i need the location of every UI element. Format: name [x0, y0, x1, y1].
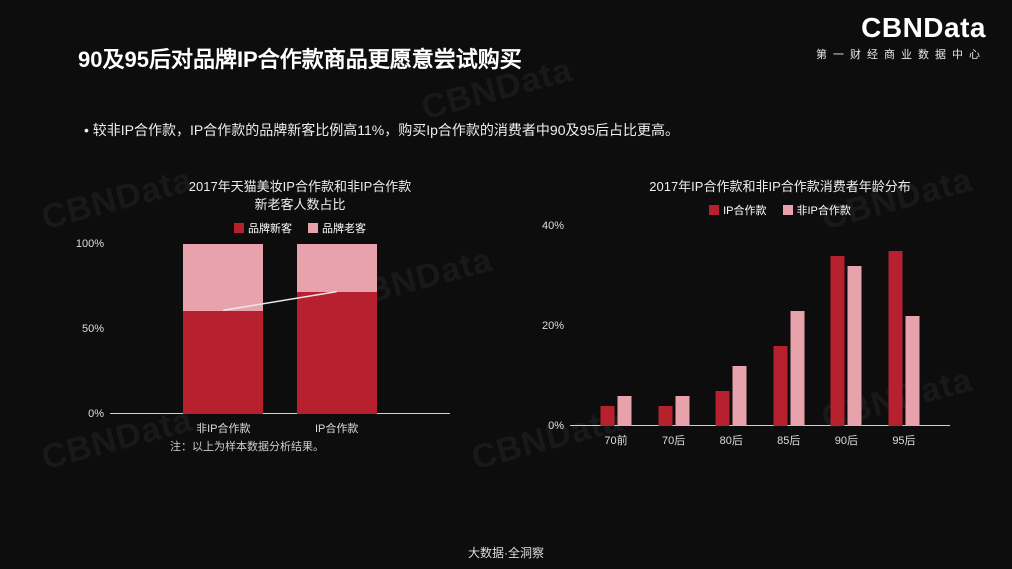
- legend-item: IP合作款: [709, 202, 766, 218]
- x-tick-label: IP合作款: [315, 414, 358, 436]
- y-tick-label: 40%: [542, 220, 570, 232]
- legend-label: 品牌老客: [322, 223, 366, 235]
- y-tick-label: 50%: [82, 323, 110, 335]
- bar-group: [888, 251, 919, 426]
- page-footer: 大数据·全洞察: [0, 544, 1012, 561]
- y-tick-label: 0%: [548, 420, 570, 432]
- bar-non-ip: [733, 366, 747, 426]
- brand-logo: CBNData 第一财经商业数据中心: [816, 14, 986, 62]
- bar-segment-return: [297, 244, 377, 292]
- legend-swatch: [234, 223, 244, 233]
- legend-item: 非IP合作款: [783, 202, 851, 218]
- legend-item: 品牌新客: [234, 220, 292, 236]
- legend-label: 非IP合作款: [797, 205, 851, 217]
- x-tick-label: 非IP合作款: [196, 414, 250, 436]
- chart-age-distribution: 2017年IP合作款和非IP合作款消费者年龄分布 IP合作款 非IP合作款 0%2…: [570, 178, 990, 426]
- x-axis: [110, 413, 450, 414]
- y-tick-label: 0%: [88, 408, 110, 420]
- x-tick-label: 95后: [892, 426, 915, 448]
- bar-group: [658, 396, 689, 426]
- legend-item: 品牌老客: [308, 220, 366, 236]
- bar-group: [601, 396, 632, 426]
- page-title: 90及95后对品牌IP合作款商品更愿意尝试购买: [78, 42, 522, 74]
- chart-footnote: 注：以上为样本数据分析结果。: [170, 438, 324, 454]
- bar-non-ip: [905, 316, 919, 426]
- insight-bullet: 较非IP合作款，IP合作款的品牌新客比例高11%，购买Ip合作款的消费者中90及…: [84, 120, 679, 140]
- legend-swatch: [783, 205, 793, 215]
- stacked-bar: [183, 244, 263, 414]
- y-tick-label: 100%: [76, 238, 110, 250]
- bar-segment-new: [297, 292, 377, 414]
- chart-new-vs-return-customers: 2017年天猫美妆IP合作款和非IP合作款 新老客人数占比 品牌新客 品牌老客 0…: [110, 178, 490, 414]
- bar-segment-return: [183, 244, 263, 310]
- chart-title: 2017年天猫美妆IP合作款和非IP合作款 新老客人数占比: [110, 178, 490, 214]
- legend-swatch: [308, 223, 318, 233]
- bar-ip: [888, 251, 902, 426]
- bar-non-ip: [618, 396, 632, 426]
- legend-label: IP合作款: [723, 205, 766, 217]
- bar-group: [773, 311, 804, 426]
- chart-legend: IP合作款 非IP合作款: [570, 202, 990, 218]
- legend-swatch: [709, 205, 719, 215]
- bar-ip: [773, 346, 787, 426]
- bar-non-ip: [675, 396, 689, 426]
- logo-text: CBNData: [816, 14, 986, 42]
- chart-plot-area: 0%50%100%非IP合作款IP合作款: [110, 244, 450, 414]
- bar-group: [716, 366, 747, 426]
- x-tick-label: 90后: [835, 426, 858, 448]
- bar-ip: [716, 391, 730, 426]
- chart-title: 2017年IP合作款和非IP合作款消费者年龄分布: [570, 178, 990, 196]
- bar-non-ip: [790, 311, 804, 426]
- x-tick-label: 80后: [720, 426, 743, 448]
- bar-ip: [601, 406, 615, 426]
- chart-legend: 品牌新客 品牌老客: [110, 220, 490, 236]
- trend-line: [110, 244, 450, 414]
- bar-group: [831, 256, 862, 426]
- x-tick-label: 85后: [777, 426, 800, 448]
- bar-segment-new: [183, 311, 263, 415]
- bar-ip: [831, 256, 845, 426]
- bar-ip: [658, 406, 672, 426]
- bar-non-ip: [848, 266, 862, 426]
- y-tick-label: 20%: [542, 320, 570, 332]
- stacked-bar: [297, 244, 377, 414]
- logo-tagline: 第一财经商业数据中心: [816, 46, 986, 62]
- legend-label: 品牌新客: [248, 223, 292, 235]
- x-tick-label: 70前: [604, 426, 627, 448]
- chart-plot-area: 0%20%40%70前70后80后85后90后95后: [570, 226, 950, 426]
- x-tick-label: 70后: [662, 426, 685, 448]
